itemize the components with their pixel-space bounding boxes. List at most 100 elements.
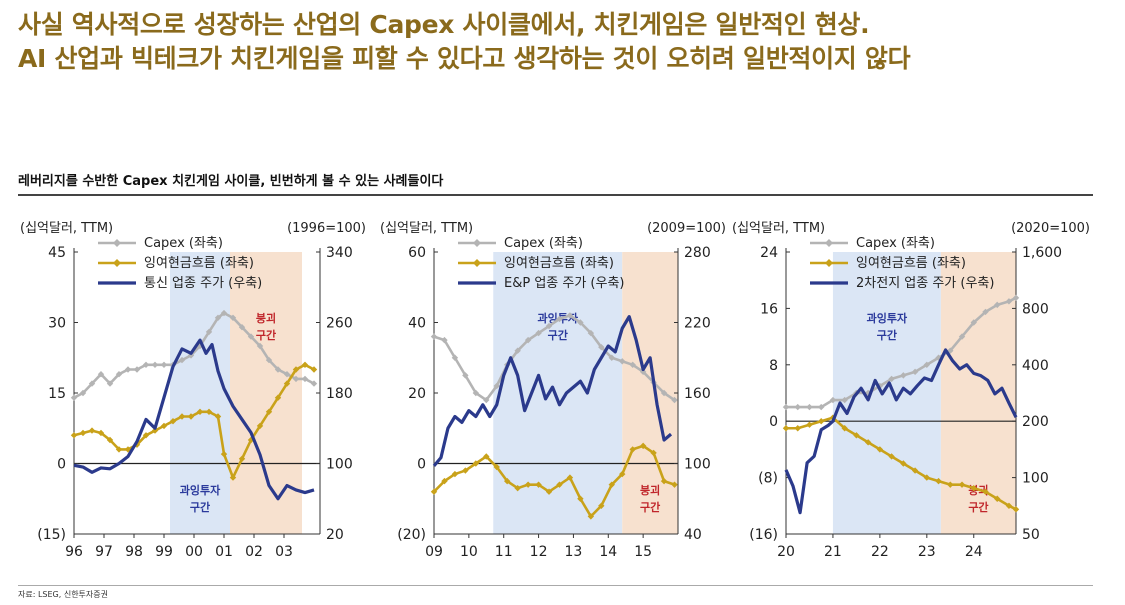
overinvest-zone-label: 구간	[877, 328, 897, 342]
capex-series-point	[151, 361, 159, 368]
x-tick-label: 10	[460, 544, 478, 560]
page-title: 사실 역사적으로 성장하는 산업의 Capex 사이클에서, 치킨게임은 일반적…	[18, 8, 1108, 76]
collapse-zone-label: 구간	[640, 500, 660, 514]
capex-series-point	[608, 354, 615, 361]
x-tick-label: 97	[95, 544, 113, 560]
capex-series-point	[806, 403, 813, 411]
fcf-series-point	[220, 450, 228, 458]
capex-series-point	[671, 396, 678, 404]
fcf-series-point	[876, 446, 884, 453]
fcf-series-point	[818, 418, 825, 425]
left-tick-label: (16)	[749, 527, 778, 543]
capex-series-point	[493, 382, 500, 390]
footer-divider	[18, 585, 1093, 586]
capex-series-point	[301, 375, 309, 383]
collapse-zone	[622, 252, 678, 534]
capex-series-point	[142, 361, 150, 368]
legend-label: E&P 업종 주가 (우축)	[504, 276, 625, 291]
left-tick-label: 15	[48, 386, 66, 402]
fcf-series-point	[472, 460, 480, 467]
left-tick-label: (8)	[758, 471, 778, 487]
fcf-series-point	[462, 467, 469, 474]
stock-series-line	[784, 348, 1018, 515]
collapse-zone	[230, 252, 302, 534]
capex-series-point	[566, 312, 574, 319]
collapse-zone-label: 붕괴	[256, 311, 276, 325]
right-tick-label: 100	[1022, 471, 1049, 487]
overinvest-zone	[832, 252, 941, 534]
collapse-zone-label: 구간	[256, 328, 276, 342]
fcf-series-point	[160, 422, 168, 430]
fcf-series-point	[587, 513, 595, 520]
legend-label: 2차전지 업종 주가 (우축)	[856, 276, 994, 291]
fcf-series-point	[451, 470, 459, 478]
capex-series-point	[238, 324, 246, 331]
capex-series-point	[178, 356, 186, 364]
capex-series-point	[220, 309, 228, 317]
x-tick-label: 14	[599, 544, 617, 560]
x-tick-label: 12	[530, 544, 548, 560]
fcf-series-point	[274, 394, 282, 401]
fcf-series-point	[545, 488, 553, 495]
capex-series-point	[247, 333, 255, 340]
capex-series-point	[229, 314, 237, 321]
fcf-series-point	[310, 366, 318, 373]
right-tick-label: 220	[684, 316, 711, 332]
chart-subtitle: 레버리지를 수반한 Capex 치킨게임 사이클, 빈번하게 볼 수 있는 사례…	[18, 174, 444, 189]
capex-series-point	[106, 380, 114, 387]
fcf-series-point	[79, 429, 87, 437]
right-axis-unit: (2020=100)	[1011, 221, 1090, 236]
legend-label: 잉여현금흐름 (좌축)	[144, 256, 254, 271]
right-tick-label: 280	[684, 245, 711, 261]
capex-series-point	[265, 356, 273, 364]
fcf-series-point	[806, 421, 813, 428]
legend-marker	[113, 239, 121, 247]
fcf-series-line	[73, 363, 315, 479]
right-tick-label: 100	[326, 457, 353, 473]
fcf-series-point	[178, 413, 186, 420]
legend-marker	[473, 259, 481, 267]
x-tick-label: 01	[215, 544, 233, 560]
fcf-series-point	[301, 361, 309, 368]
fcf-series-point	[441, 477, 448, 485]
fcf-series-point	[70, 432, 78, 439]
title-line-1: 사실 역사적으로 성장하는 산업의 Capex 사이클에서, 치킨게임은 일반적…	[18, 10, 870, 39]
capex-series-point	[292, 375, 300, 383]
right-tick-label: 1,600	[1022, 245, 1062, 261]
fcf-series-point	[900, 460, 907, 467]
x-tick-label: 03	[275, 544, 293, 560]
x-tick-label: 96	[65, 544, 83, 560]
fcf-series-point	[671, 481, 678, 488]
capex-series-point	[587, 329, 595, 337]
left-axis-unit: (십억달러, TTM)	[732, 221, 825, 236]
right-tick-label: 340	[326, 245, 353, 261]
fcf-series-point	[483, 453, 490, 460]
capex-series-point	[88, 380, 96, 387]
legend-marker	[113, 259, 121, 267]
fcf-series-point	[556, 481, 563, 488]
right-tick-label: 20	[326, 527, 344, 543]
capex-series-point	[160, 361, 168, 368]
capex-series-point	[472, 389, 480, 397]
fcf-series-point	[205, 408, 213, 415]
capex-series-point	[782, 403, 790, 411]
legend-marker	[473, 239, 481, 247]
fcf-series-point	[1012, 506, 1020, 513]
right-tick-label: 100	[684, 457, 711, 473]
x-tick-label: 23	[918, 544, 936, 560]
fcf-series-point	[493, 463, 500, 471]
fcf-series-point	[214, 413, 222, 420]
fcf-series-point	[504, 477, 511, 485]
overinvest-zone	[170, 252, 230, 534]
right-tick-label: 260	[326, 316, 353, 332]
right-axis-unit: (2009=100)	[647, 221, 726, 236]
x-tick-label: 20	[777, 544, 795, 560]
capex-series-point	[483, 396, 490, 404]
capex-series-point	[545, 322, 553, 330]
left-tick-label: 30	[48, 316, 66, 332]
fcf-series-point	[229, 474, 237, 481]
fcf-series-point	[142, 432, 150, 439]
capex-series-point	[935, 354, 942, 361]
